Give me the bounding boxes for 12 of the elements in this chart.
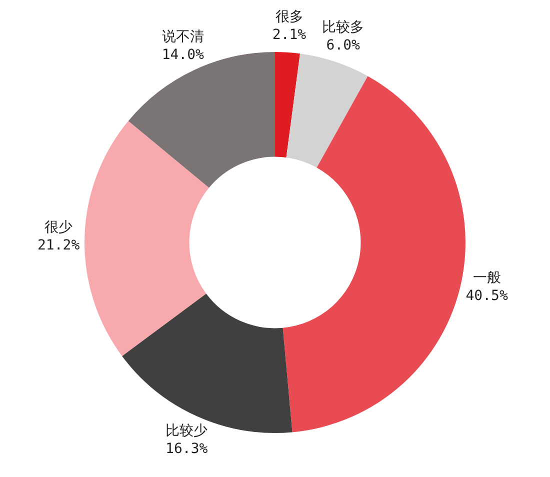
data-label: 14.0% [162,47,205,64]
slice-label: 很少 [44,219,73,236]
data-label: 6.0% [326,38,361,54]
slice-label: 一般 [472,270,501,286]
data-label: 40.5% [466,288,508,304]
slice-label: 比较少 [166,422,208,439]
slice-label: 说不清 [162,29,204,46]
data-label: 2.1% [272,27,307,44]
data-label: 21.2% [38,237,80,254]
slice-label: 比较多 [322,20,364,36]
slice-label: 很多 [275,9,304,26]
data-label: 16.3% [166,440,208,457]
